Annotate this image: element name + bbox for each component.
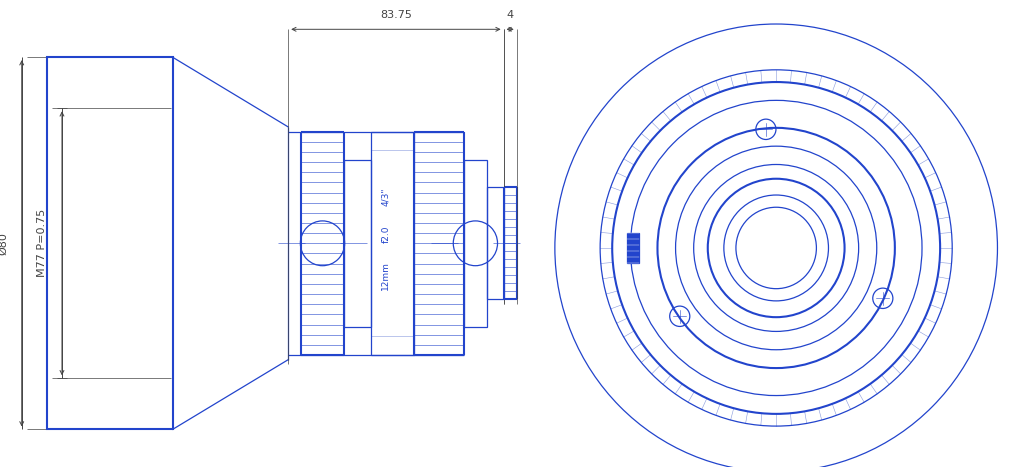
Text: 4/3": 4/3"	[381, 188, 390, 206]
Bar	[628, 233, 639, 263]
Text: 4: 4	[507, 10, 514, 20]
Text: f2.0: f2.0	[381, 225, 390, 243]
Text: Ø80: Ø80	[0, 232, 8, 255]
Bar	[47, 57, 173, 430]
Bar	[344, 160, 371, 327]
Text: M77 P=0.75: M77 P=0.75	[37, 209, 47, 278]
Bar	[464, 160, 487, 327]
Text: 83.75: 83.75	[380, 10, 412, 20]
Bar	[487, 188, 504, 299]
Bar	[371, 132, 414, 355]
Text: 12mm: 12mm	[381, 262, 390, 290]
